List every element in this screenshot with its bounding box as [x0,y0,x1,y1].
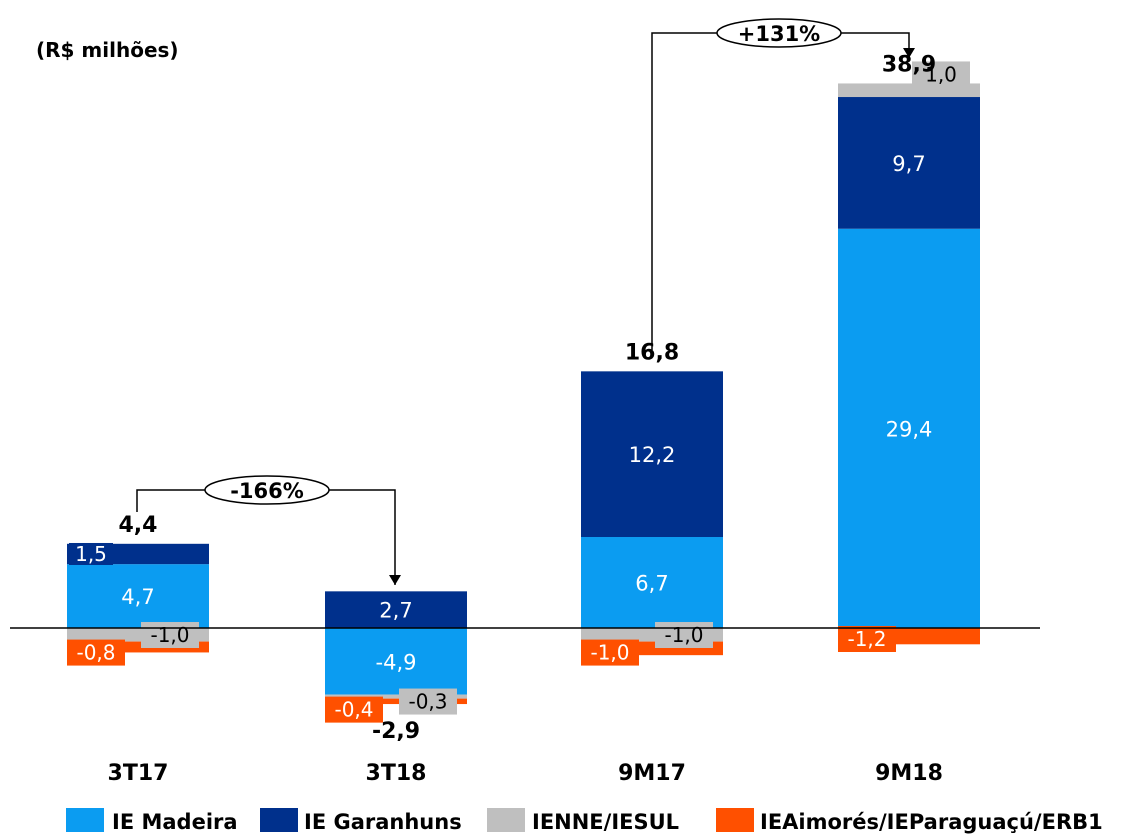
category-label: 9M17 [618,761,686,786]
segment-value-label: 12,2 [629,443,676,467]
bar-segment [67,564,209,628]
category-label: 3T17 [108,761,169,786]
segment-value-label: -1,0 [664,623,703,647]
comparison-label: +131% [738,22,820,46]
category-label: 9M18 [875,761,943,786]
segment-value-label: -0,8 [76,641,115,665]
segment-value-label: -1,0 [590,641,629,665]
legend-swatch [716,808,754,832]
segment-label-box [69,542,113,565]
segment-value-label: -4,9 [376,650,417,674]
bar-total-label: 4,4 [119,513,158,538]
bar-segment [838,97,980,229]
legend-label: IENNE/IESUL [532,810,679,834]
legend-label: IE Garanhuns [304,810,462,834]
segment-label-box [67,639,125,666]
segment-label-box [838,626,896,652]
segment-label-box [655,622,713,648]
legend-label: IEAimorés/IEParaguaçú/ERB1 [760,810,1103,834]
comparison-oval [716,18,842,48]
unit-label: (R$ milhões) [36,38,179,62]
bar-segment [838,228,980,629]
segment-label-box [325,696,383,723]
comparison-label: -166% [230,479,304,503]
segment-label-box [912,61,970,88]
segment-value-label: 6,7 [635,572,668,596]
segment-value-label: 4,7 [121,585,154,609]
bar-total-label: -2,9 [372,719,420,744]
segment-value-label: 9,7 [892,152,925,176]
segment-value-label: 1,0 [925,62,957,86]
segment-value-label: 2,7 [379,599,412,623]
bar-segment [325,694,467,699]
segment-value-label: -1,2 [847,627,886,651]
legend-swatch [487,808,525,832]
legend-swatch [260,808,298,832]
bar-segment [325,698,467,705]
segment-value-label: -1,0 [150,623,189,647]
segment-label-box [141,622,199,648]
segment-value-label: 29,4 [886,417,933,441]
bar-segment [581,537,723,628]
comparison-arrow-head [389,575,401,585]
comparison-oval [204,475,330,505]
legend-swatch [66,808,104,832]
category-label: 3T18 [366,761,427,786]
bar-segment [325,628,467,695]
segment-label-box [399,688,457,715]
segment-value-label: -0,3 [408,690,447,714]
bar-segment [325,591,467,628]
segment-value-label: 1,5 [75,542,107,566]
bar-segment [581,371,723,538]
segment-value-label: -0,4 [334,698,373,722]
segment-label-box [581,639,639,666]
legend-label: IE Madeira [112,810,238,834]
bar-segment [67,641,209,653]
comparison-arrow-head [903,48,915,58]
